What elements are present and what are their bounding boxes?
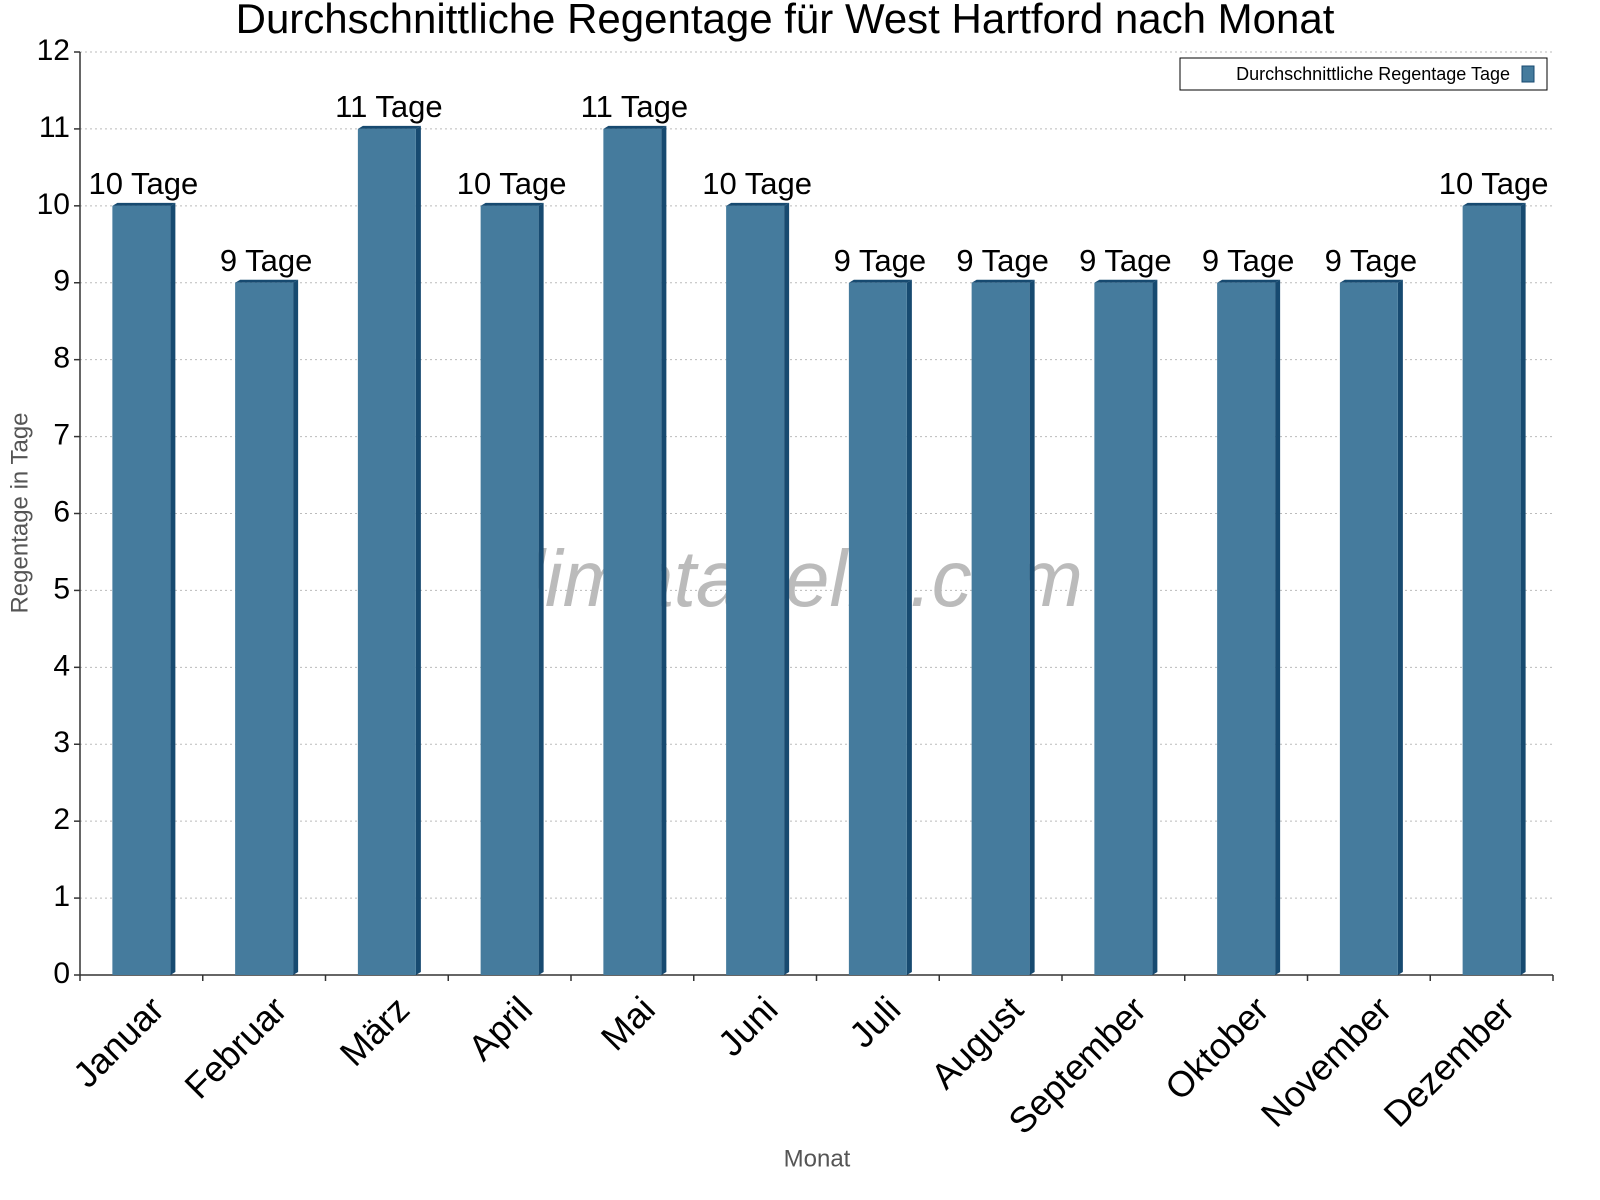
legend-box — [1179, 57, 1548, 91]
chart-title: Durchschnittliche Regentage für West Har… — [236, 0, 1335, 42]
bar-top — [848, 279, 912, 283]
bar-group — [357, 125, 421, 975]
x-axis-label: Monat — [784, 1145, 851, 1172]
y-tick-label: 10 — [37, 188, 70, 221]
bar-top — [1339, 279, 1403, 283]
bar-top — [1462, 202, 1526, 206]
bar — [848, 282, 907, 975]
bar — [1217, 282, 1276, 975]
bar-top — [726, 202, 790, 206]
data-label: 10 Tage — [702, 166, 812, 201]
bar — [1094, 282, 1153, 975]
x-tick-label: August — [923, 988, 1031, 1096]
bar-top — [603, 125, 667, 129]
data-label: 9 Tage — [1079, 243, 1172, 278]
bar-group — [1094, 279, 1158, 975]
bar — [1462, 205, 1521, 976]
bar — [971, 282, 1030, 975]
bar-group — [1217, 279, 1281, 975]
data-label: 10 Tage — [88, 166, 198, 201]
data-label: 9 Tage — [1325, 243, 1418, 278]
data-label: 10 Tage — [1439, 166, 1549, 201]
bar — [235, 282, 294, 975]
legend-label: Durchschnittliche Regentage Tage — [1236, 64, 1510, 84]
bar-top — [235, 279, 299, 283]
y-tick-label: 6 — [53, 495, 70, 528]
x-tick-label: Juli — [841, 988, 908, 1055]
y-tick-label: 7 — [53, 419, 70, 452]
y-tick-label: 8 — [53, 342, 70, 375]
bar-side — [170, 202, 176, 976]
bar — [480, 205, 539, 976]
bar-group — [235, 279, 299, 975]
x-tick-label: März — [332, 988, 418, 1074]
y-tick-label: 5 — [53, 572, 70, 605]
bar — [357, 128, 416, 975]
bar-group — [971, 279, 1035, 975]
data-label: 10 Tage — [457, 166, 567, 201]
bar-side — [293, 279, 299, 975]
bar — [726, 205, 785, 976]
data-label: 9 Tage — [956, 243, 1049, 278]
data-label: 9 Tage — [220, 243, 313, 278]
bar-side — [1275, 279, 1281, 975]
x-tick-label: Mai — [593, 988, 663, 1058]
bar-top — [112, 202, 176, 206]
x-tick-label: April — [460, 988, 540, 1068]
bar-group — [603, 125, 667, 975]
data-label: 9 Tage — [834, 243, 927, 278]
bar-group — [480, 202, 544, 976]
bar-top — [1094, 279, 1158, 283]
y-axis-label: Regentage in Tage — [6, 412, 33, 613]
bar — [112, 205, 171, 976]
y-tick-label: 9 — [53, 265, 70, 298]
bar-side — [538, 202, 544, 976]
y-tick-label: 2 — [53, 803, 70, 836]
x-tick-label: November — [1253, 988, 1399, 1134]
data-label: 11 Tage — [335, 89, 442, 124]
x-tick-label: Dezember — [1376, 988, 1522, 1134]
bar — [603, 128, 662, 975]
bar-group — [1339, 279, 1403, 975]
bar-top — [971, 279, 1035, 283]
x-tick-label: Januar — [65, 988, 172, 1095]
y-tick-label: 1 — [53, 880, 70, 913]
bar — [1339, 282, 1398, 975]
bar-side — [415, 125, 421, 975]
data-label: 11 Tage — [581, 89, 688, 124]
legend-swatch — [1521, 65, 1535, 83]
y-tick-label: 3 — [53, 726, 70, 759]
y-tick-label: 12 — [37, 34, 70, 67]
bar-group — [112, 202, 176, 976]
bar-side — [784, 202, 790, 976]
bar-group — [1462, 202, 1526, 976]
bar-side — [906, 279, 912, 975]
bar-group — [726, 202, 790, 976]
y-tick-label: 4 — [53, 649, 70, 682]
bar-top — [480, 202, 544, 206]
x-tick-label: Februar — [176, 988, 294, 1106]
bar-side — [661, 125, 667, 975]
bar-side — [1520, 202, 1526, 976]
bar-top — [357, 125, 421, 129]
bar-side — [1029, 279, 1035, 975]
bar-top — [1217, 279, 1281, 283]
y-tick-label: 0 — [53, 957, 70, 990]
bar-side — [1152, 279, 1158, 975]
y-tick-label: 11 — [39, 111, 70, 144]
data-label: 9 Tage — [1202, 243, 1295, 278]
bar-side — [1397, 279, 1403, 975]
x-tick-label: Juni — [710, 988, 786, 1064]
bar-group — [848, 279, 912, 975]
x-tick-label: Oktober — [1157, 988, 1277, 1108]
